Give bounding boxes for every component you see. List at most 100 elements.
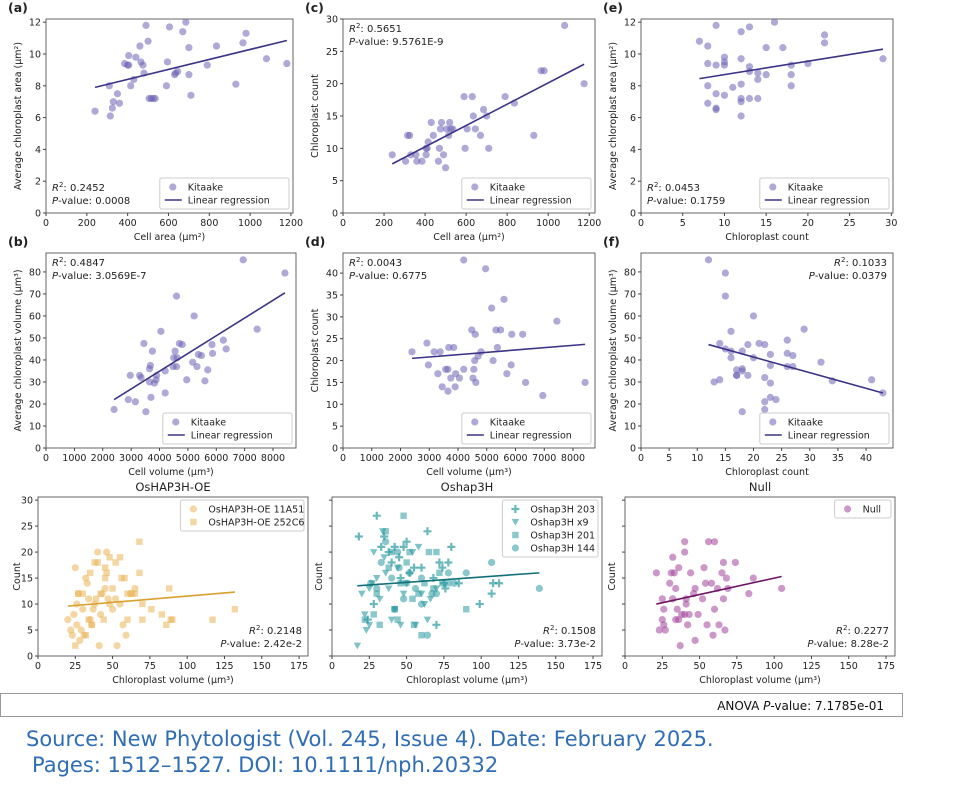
x-tick-label: 75 xyxy=(144,661,156,672)
legend-entry-label: Oshap3H x9 xyxy=(530,518,588,529)
data-point xyxy=(535,584,543,593)
data-point xyxy=(482,265,490,273)
data-point xyxy=(745,590,753,598)
data-point xyxy=(435,558,444,567)
y-tick-label: 12 xyxy=(624,18,636,29)
data-point xyxy=(561,21,569,30)
data-point xyxy=(376,621,383,629)
r-squared-value: 0.1508 xyxy=(561,626,596,637)
data-point xyxy=(232,80,240,88)
panel-5: 0 5 10 15 20 25 30 35 40 0 10 20 30 40 50 60 70 80 Chlorop… xyxy=(603,234,894,478)
data-point xyxy=(476,131,485,139)
data-point xyxy=(388,151,396,159)
legend-entry-label: Linear regression xyxy=(490,431,572,442)
data-point xyxy=(733,371,741,379)
anova-box: ANOVA P-value: 7.1785e-01 xyxy=(0,693,903,717)
data-point xyxy=(239,256,247,264)
data-point xyxy=(408,348,416,356)
data-point xyxy=(101,574,109,582)
y-tick-label: 15 xyxy=(326,112,338,123)
legend-marker-swatch xyxy=(511,505,520,513)
data-point xyxy=(358,590,366,598)
data-point xyxy=(253,325,261,333)
data-point xyxy=(113,90,122,98)
x-tick-label: 0 xyxy=(43,453,49,464)
data-point xyxy=(704,99,712,107)
data-point xyxy=(95,642,103,650)
data-point xyxy=(142,408,150,416)
data-point xyxy=(116,554,124,561)
p-symbol: P xyxy=(349,37,356,48)
panel-label: (d) xyxy=(305,234,325,249)
y-tick-label: 80 xyxy=(624,267,636,278)
y-tick-label: 70 xyxy=(29,289,41,300)
data-point xyxy=(354,532,363,541)
y-axis-label: Count xyxy=(12,562,23,590)
data-point xyxy=(171,347,179,355)
p-value: 0.1759 xyxy=(690,196,725,207)
x-axis-label: Cell volume (µm³) xyxy=(426,467,512,478)
y-axis-label: Chloroplast count xyxy=(310,74,321,158)
data-point xyxy=(479,105,488,114)
data-point xyxy=(710,378,718,386)
data-point xyxy=(139,616,146,623)
y-axis-label: Average chloroplast volume (µm³) xyxy=(608,269,619,431)
data-point xyxy=(879,55,887,63)
y-tick-label: 20 xyxy=(326,79,338,90)
regression-line xyxy=(708,343,884,394)
legend-entry-label: OsHAP3H-OE 252C6 xyxy=(208,518,304,529)
y-axis-label: Average chloroplast area (µm²) xyxy=(608,42,619,190)
data-point xyxy=(139,61,147,69)
r-symbol: R xyxy=(836,626,843,637)
data-point xyxy=(94,548,102,556)
data-point xyxy=(787,71,795,79)
p-value: 3.73e-2 xyxy=(558,639,596,650)
data-point xyxy=(447,542,456,551)
x-tick-label: 2000 xyxy=(91,453,115,464)
data-point xyxy=(438,383,446,391)
data-point xyxy=(97,590,104,597)
x-tick-label: 150 xyxy=(253,661,271,672)
data-point xyxy=(471,330,479,338)
p-value-text: P-value: 2.42e-2 xyxy=(220,639,302,650)
y-tick-label: 6 xyxy=(35,113,41,124)
regression-line xyxy=(411,343,586,360)
legend-marker-swatch xyxy=(189,505,197,513)
x-tick-label: 125 xyxy=(802,661,820,672)
data-point xyxy=(124,616,131,623)
data-point xyxy=(672,584,680,593)
x-tick-label: 0 xyxy=(622,661,628,672)
p-value-text: P-value: 3.73e-2 xyxy=(514,639,596,650)
x-axis-label: Cell area (µm²) xyxy=(433,232,505,243)
y-tick-label: 20 xyxy=(21,548,33,559)
data-point xyxy=(201,377,209,385)
data-point xyxy=(193,362,201,371)
data-point xyxy=(127,82,135,90)
data-point xyxy=(437,118,446,127)
legend-marker-swatch xyxy=(172,418,180,426)
data-point xyxy=(204,366,212,374)
x-axis-label: Chloroplast volume (µm³) xyxy=(112,675,234,686)
data-point xyxy=(800,325,808,333)
data-point xyxy=(787,82,795,90)
data-point xyxy=(704,42,712,50)
y-tick-label: 30 xyxy=(326,15,338,26)
panel-2: 0 5 10 15 20 25 30 0 2 4 6 8 10 12 Chloroplast count Av… xyxy=(603,0,897,243)
data-point xyxy=(89,605,97,613)
data-point xyxy=(208,349,217,357)
r-squared-text: R2: 0.1033 xyxy=(834,256,887,269)
data-point xyxy=(507,361,515,369)
y-tick-label: 10 xyxy=(624,421,636,432)
p-value-text: P-value: 0.0379 xyxy=(809,271,887,282)
data-point xyxy=(666,579,674,587)
data-point xyxy=(744,371,752,379)
y-tick-label: 30 xyxy=(326,312,338,323)
data-point xyxy=(88,621,95,629)
data-point xyxy=(436,569,443,577)
data-point xyxy=(450,343,458,352)
data-point xyxy=(166,585,173,592)
data-point xyxy=(721,292,729,300)
r-squared-text: R2: 0.0043 xyxy=(349,256,402,269)
x-axis-label: Cell volume (µm³) xyxy=(128,467,214,478)
data-point xyxy=(731,558,739,567)
